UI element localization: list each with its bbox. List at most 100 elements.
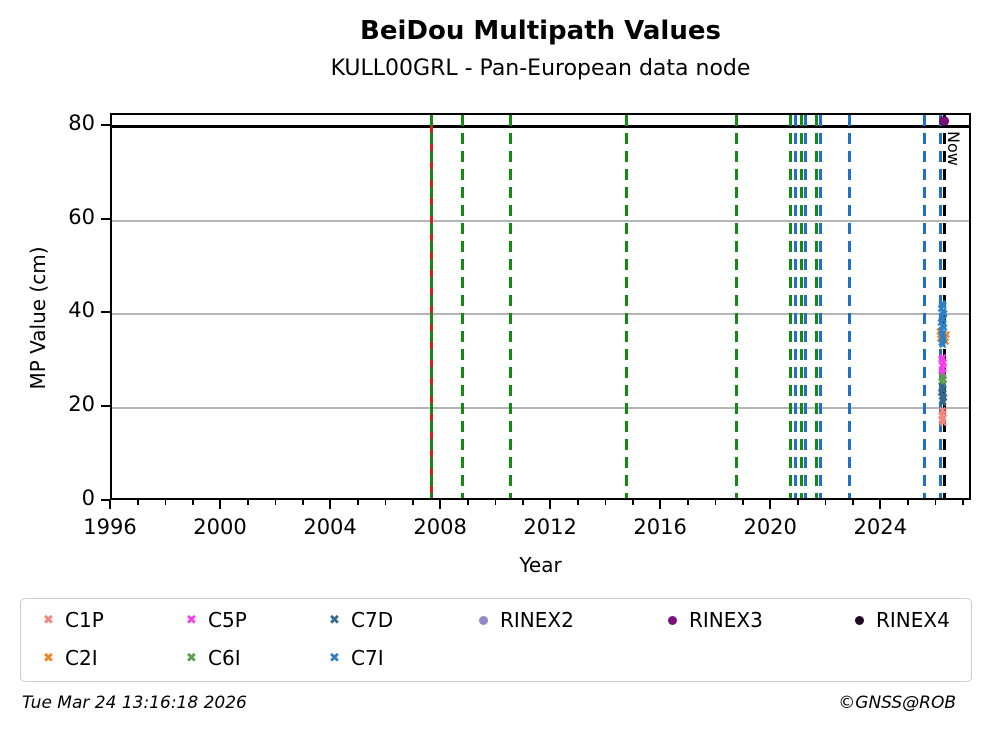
scatter-point-C7I: ✖ <box>937 297 947 311</box>
x-tick-label: 2012 <box>523 515 577 539</box>
legend-item-label: RINEX3 <box>689 608 763 632</box>
scatter-point-C6I: ✖ <box>937 375 947 389</box>
x-tick-label: 2004 <box>303 515 357 539</box>
x-minor-tick <box>522 500 524 505</box>
scatter-point-C7I: ✖ <box>937 336 947 349</box>
event-line <box>509 115 513 498</box>
c7i-marker-icon: ✖ <box>329 651 340 666</box>
scatter-point-C1P: ✖ <box>937 414 947 428</box>
event-line <box>734 115 738 498</box>
y-tick-label: 80 <box>68 110 95 135</box>
y-tick <box>101 217 110 220</box>
event-line <box>430 115 434 498</box>
scatter-point-C7I: ✖ <box>938 319 948 333</box>
y-tick <box>101 405 110 408</box>
scatter-point-C7I: ✖ <box>939 307 949 321</box>
scatter-point-C7D: ✖ <box>939 391 949 405</box>
scatter-point-C6I: ✖ <box>937 370 948 384</box>
x-minor-tick <box>632 500 634 505</box>
plot-area: ✖ ✖ ✖ ✖ ✖ ✖ ✖ ✖ ✖ ✖ ✖ ✖ ✖ ✖ ✖ ✖ ✖ ✖ ✖ ✖ ✖ ✖ ✖ ✖ ✖ ✖ ✖ ✖ ✖ ✖ ✖ ✖ ✖ ✖ ✖ ✖ ✖ ✖ ✖ ✖… <box>110 113 971 500</box>
scatter-point-C7I: ✖ <box>938 338 948 352</box>
legend-item-label: C1P <box>65 608 104 632</box>
legend-item-label: C7D <box>351 608 394 632</box>
event-line <box>923 115 927 498</box>
scatter-point-C2I: ✖ <box>940 335 951 349</box>
x-minor-tick <box>384 500 387 505</box>
scatter-point-C7I: ✖ <box>938 313 948 327</box>
grid-line <box>112 313 969 316</box>
event-line <box>624 115 628 498</box>
legend-item-label: C5P <box>208 608 247 632</box>
scatter-point-C2I: ✖ <box>941 328 951 342</box>
event-line <box>799 115 803 498</box>
event-line <box>818 115 822 498</box>
scatter-point-C2I: ✖ <box>935 325 945 339</box>
grid-line <box>112 407 969 410</box>
scatter-point-C7I: ✖ <box>937 324 947 338</box>
event-line <box>803 115 807 498</box>
x-minor-tick <box>962 500 964 505</box>
scatter-point-C1P: ✖ <box>937 404 948 418</box>
x-minor-tick <box>247 500 249 505</box>
scatter-point-C7I: ✖ <box>936 316 946 330</box>
legend: ✖ C1P ✖ C5P ✖ C7D RINEX2 RINEX3 RINEX4 ✖ C2I ✖ C6I ✖ C… <box>20 598 972 682</box>
x-minor-tick <box>137 500 139 505</box>
scatter-point-C1P: ✖ <box>937 409 947 423</box>
y-tick-label: 60 <box>68 204 95 229</box>
rinex2-marker-icon <box>479 616 488 625</box>
event-line <box>847 115 851 498</box>
event-line <box>794 115 798 498</box>
x-minor-tick <box>604 500 607 505</box>
legend-item-label: RINEX4 <box>876 608 950 632</box>
c6i-marker-icon: ✖ <box>186 651 197 666</box>
x-tick <box>329 500 332 509</box>
x-axis-label: Year <box>519 553 562 577</box>
scatter-point-C5P: ✖ <box>938 367 948 381</box>
scatter-point-C5P: ✖ <box>937 359 947 373</box>
scatter-point-C7I: ✖ <box>938 333 949 347</box>
c2i-marker-icon: ✖ <box>43 651 54 666</box>
scatter-point-C5P: ✖ <box>937 365 947 379</box>
x-minor-tick <box>824 500 827 505</box>
c5p-marker-icon: ✖ <box>186 613 197 628</box>
x-tick-label: 1996 <box>83 515 137 539</box>
x-tick-label: 2000 <box>193 515 247 539</box>
scatter-point-C7I: ✖ <box>938 299 948 313</box>
x-minor-tick <box>357 500 359 505</box>
x-tick-label: 2008 <box>413 515 467 539</box>
x-tick-label: 2020 <box>743 515 797 539</box>
event-line <box>461 115 465 498</box>
x-tick <box>109 500 111 509</box>
y-tick-label: 0 <box>81 486 95 510</box>
scatter-point-C2I: ✖ <box>935 332 946 346</box>
x-tick <box>439 500 442 509</box>
event-line <box>814 115 818 498</box>
now-line <box>942 115 946 498</box>
y-tick <box>101 311 110 314</box>
x-minor-tick <box>934 500 937 505</box>
y-tick-label: 40 <box>68 298 95 323</box>
legend-item-label: C7I <box>351 646 384 670</box>
x-minor-tick <box>412 500 414 505</box>
event-line <box>789 115 793 498</box>
scatter-point-C7I: ✖ <box>937 330 947 344</box>
rinex4-marker-icon <box>855 616 864 625</box>
x-minor-tick <box>742 500 744 505</box>
scatter-point-C7D: ✖ <box>937 394 947 408</box>
timestamp: Tue Mar 24 13:16:18 2026 <box>22 693 247 713</box>
threshold-line <box>112 125 969 129</box>
scatter-point-C6I: ✖ <box>938 373 949 387</box>
scatter-point-C1P: ✖ <box>938 407 949 421</box>
x-minor-tick <box>302 500 304 505</box>
scatter-point-C7I: ✖ <box>938 327 948 341</box>
scatter-point-C7I: ✖ <box>936 302 946 316</box>
y-tick <box>101 499 110 501</box>
x-minor-tick <box>577 500 579 505</box>
legend-item-label: RINEX2 <box>500 608 574 632</box>
x-tick-label: 2016 <box>633 515 687 539</box>
scatter-point-C6I: ✖ <box>938 378 948 392</box>
legend-item-label: C6I <box>208 646 241 670</box>
x-minor-tick <box>907 500 909 505</box>
c1p-marker-icon: ✖ <box>43 613 54 628</box>
x-minor-tick <box>494 500 497 505</box>
